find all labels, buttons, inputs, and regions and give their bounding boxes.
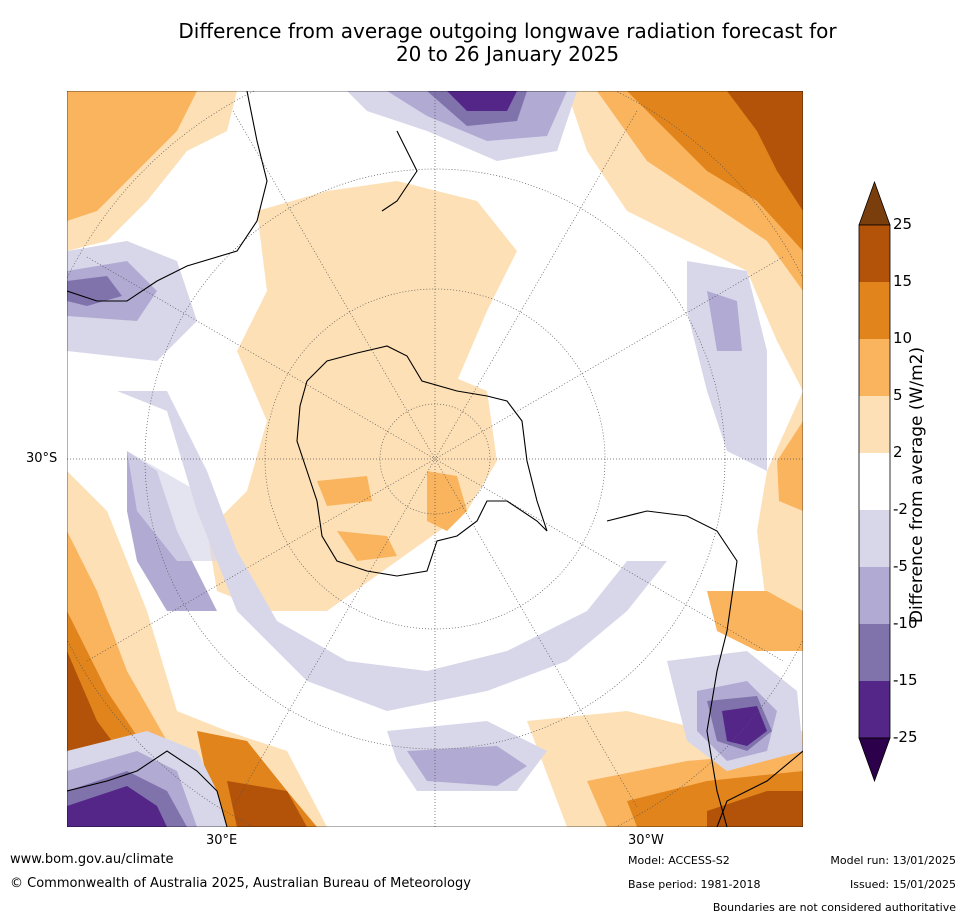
footer-model-run: Model run: 13/01/2025 [830,854,956,867]
footer-base-period: Base period: 1981-2018 [628,878,761,891]
colorbar-tick-label: -5 [893,557,908,575]
colorbar-tick-label: -25 [893,728,918,746]
negative-anomaly-regions [67,91,803,827]
colorbar-tick-label: 2 [893,443,903,461]
colorbar-tick-label: 25 [893,215,913,233]
colorbar-tick-label: 5 [893,386,903,404]
footer-url: www.bom.gov.au/climate [10,852,174,867]
anomaly-map [67,91,803,827]
colorbar-band [859,453,890,510]
colorbar-band [859,225,890,282]
colorbar-tick-label: -2 [893,500,908,518]
map-title: Difference from average outgoing longwav… [60,20,955,66]
colorbar-band [859,510,890,567]
colorbar-band [859,681,890,738]
title-line-1: Difference from average outgoing longwav… [178,19,837,43]
colorbar-band [859,282,890,339]
colorbar-tick-label: 10 [893,329,913,347]
colorbar-extend-bottom [858,737,891,783]
colorbar-extend-top [858,180,891,226]
footer-model: Model: ACCESS-S2 [628,854,730,867]
colorbar-title: Difference from average (W/m2) [907,346,927,624]
colorbar-tick-label: 15 [893,272,913,290]
colorbar-band [859,567,890,624]
footer-boundaries-note: Boundaries are not considered authoritat… [712,901,956,914]
colorbar [858,180,891,783]
footer-copyright: © Commonwealth of Australia 2025, Austra… [10,876,471,891]
colorbar-band [859,396,890,453]
colorbar-tick-label: -10 [893,614,918,632]
colorbar-tick-label: -15 [893,671,918,689]
colorbar-band [859,624,890,681]
map-canvas [67,91,803,827]
coastlines [67,91,803,827]
title-line-2: 20 to 26 January 2025 [395,42,620,66]
colorbar-band [859,339,890,396]
longitude-label-east: 30°E [206,833,238,848]
longitude-label-west: 30°W [628,833,664,848]
graticule [67,91,803,827]
latitude-label: 30°S [26,451,58,466]
footer-issued: Issued: 15/01/2025 [849,878,956,891]
